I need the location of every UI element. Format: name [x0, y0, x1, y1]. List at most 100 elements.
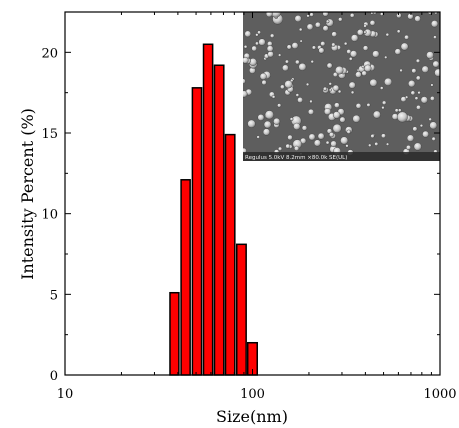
- sem-particle: [322, 12, 329, 17]
- sem-particle: [397, 108, 402, 113]
- sem-particle: [381, 105, 385, 110]
- sem-particle: [330, 140, 337, 148]
- sem-particle: [404, 34, 409, 40]
- sem-particle: [396, 111, 408, 123]
- sem-particle: [422, 130, 429, 138]
- sem-particle: [369, 78, 378, 87]
- sem-particle: [405, 95, 409, 99]
- sem-particle: [361, 70, 367, 77]
- sem-particle: [258, 38, 266, 46]
- sem-particle: [368, 143, 372, 148]
- sem-particle: [286, 44, 292, 50]
- sem-particle: [433, 35, 437, 40]
- sem-particle: [348, 57, 353, 61]
- sem-particle: [338, 17, 343, 22]
- sem-particle: [394, 108, 399, 113]
- sem-particle: [362, 45, 369, 51]
- sem-particle: [379, 12, 384, 16]
- sem-particle: [280, 84, 285, 90]
- sem-particle: [277, 103, 282, 108]
- x-tick-label: 10: [57, 387, 74, 402]
- sem-particle: [356, 29, 364, 36]
- sem-particle: [295, 59, 300, 65]
- y-tick-label: 15: [41, 127, 58, 142]
- sem-particle: [278, 146, 283, 151]
- sem-particle: [295, 93, 300, 97]
- sem-particle: [412, 126, 418, 132]
- sem-particle: [264, 110, 274, 120]
- bar-1: [169, 291, 180, 376]
- sem-particle: [434, 68, 440, 77]
- sem-particle: [314, 21, 321, 28]
- x-axis-title: Size(nm): [216, 407, 288, 426]
- sem-particle: [396, 29, 401, 34]
- sem-particle: [369, 20, 376, 26]
- bar-7: [235, 243, 247, 376]
- sem-particle: [431, 20, 439, 28]
- sem-particle: [326, 62, 333, 69]
- sem-particle: [313, 139, 321, 147]
- sem-particle: [278, 53, 282, 57]
- sem-particle: [355, 71, 362, 78]
- sem-particle: [332, 123, 342, 133]
- sem-particle: [267, 51, 274, 58]
- sem-particle: [430, 83, 434, 87]
- sem-particle: [428, 117, 432, 122]
- sem-particle: [364, 64, 372, 73]
- sem-particle: [379, 86, 384, 90]
- sem-particle: [282, 64, 289, 72]
- sem-particle: [340, 136, 349, 145]
- sem-particle: [414, 96, 419, 101]
- y-tick-label: 5: [50, 288, 58, 303]
- sem-particle: [306, 14, 310, 18]
- sem-particle: [432, 60, 440, 68]
- sem-particle: [289, 117, 294, 121]
- sem-particle: [411, 68, 417, 74]
- x-tick-label: 1000: [423, 387, 456, 402]
- y-axis-title: Intensity Percent (%): [18, 108, 37, 280]
- sem-particle: [325, 140, 330, 145]
- sem-particle: [301, 125, 308, 131]
- sem-particle: [243, 45, 248, 49]
- sem-particle: [308, 133, 316, 141]
- sem-particle: [348, 81, 356, 89]
- sem-particle: [298, 63, 307, 71]
- sem-particle: [271, 95, 276, 99]
- sem-particle: [261, 79, 267, 86]
- sem-particle: [266, 45, 274, 53]
- sem-particle: [244, 30, 252, 38]
- sem-particle: [350, 90, 355, 95]
- sem-particle: [243, 90, 248, 98]
- sem-particle: [381, 133, 386, 139]
- sem-particle: [325, 19, 330, 24]
- sem-particle: [251, 45, 257, 52]
- sem-particle: [363, 24, 367, 28]
- sem-particle: [273, 117, 281, 125]
- sem-particle: [243, 78, 246, 84]
- sem-particle: [406, 144, 412, 150]
- sem-particle: [372, 110, 381, 119]
- sem-particle: [408, 80, 416, 88]
- sem-particle: [363, 30, 367, 34]
- x-tick-label: 100: [240, 387, 265, 402]
- sem-particle: [297, 97, 303, 103]
- sem-particle: [415, 58, 421, 63]
- sem-particle: [293, 122, 301, 131]
- sem-particle: [350, 34, 359, 42]
- sem-particle: [415, 75, 421, 81]
- sem-particle: [337, 89, 342, 94]
- sem-particle: [298, 27, 303, 32]
- sem-particle: [256, 135, 260, 139]
- sem-particle: [417, 90, 421, 95]
- bar-2: [180, 179, 191, 376]
- sem-particle: [284, 80, 293, 89]
- sem-particle: [400, 42, 409, 51]
- sem-particle: [331, 42, 336, 47]
- sem-particle: [394, 48, 401, 55]
- y-tick-label: 10: [41, 208, 58, 223]
- sem-particle: [309, 99, 313, 104]
- sem-particle: [386, 142, 390, 146]
- sem-particle: [426, 51, 434, 59]
- sem-particle: [257, 30, 261, 35]
- sem-particle: [413, 142, 422, 151]
